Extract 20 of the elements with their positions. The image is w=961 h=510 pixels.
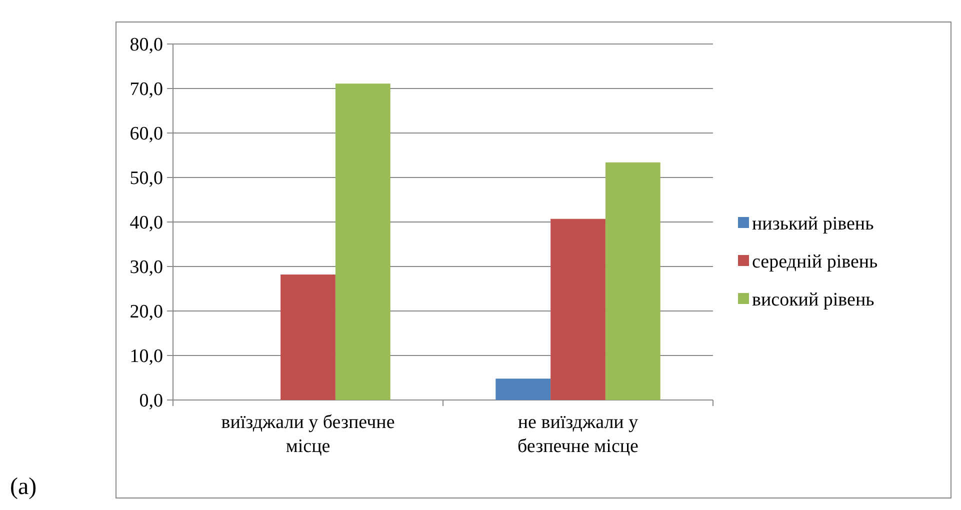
y-tick-label: 0,0 [139,390,163,412]
y-tick-label: 40,0 [130,212,163,234]
y-tick-label: 70,0 [130,79,163,100]
bar [605,162,660,400]
y-tick-label: 50,0 [130,168,163,190]
legend-label: високий рівень [752,290,875,311]
x-tick-label: виїзджали у безпечне місце [221,412,395,457]
y-tick-label: 80,0 [130,34,163,56]
bar [335,84,390,400]
bar [550,218,606,400]
y-tick-label: 10,0 [130,346,163,368]
legend-label: низький рівень [752,214,874,235]
legend-label: середній рівень [752,252,878,273]
text: (a) [10,474,37,500]
bar [280,274,336,400]
y-tick-label: 30,0 [130,257,163,278]
bar [496,378,551,400]
x-tick-label: не виїзджали у безпечне місце [518,412,639,457]
y-tick-label: 20,0 [130,302,163,323]
y-tick-label: 60,0 [130,124,163,145]
